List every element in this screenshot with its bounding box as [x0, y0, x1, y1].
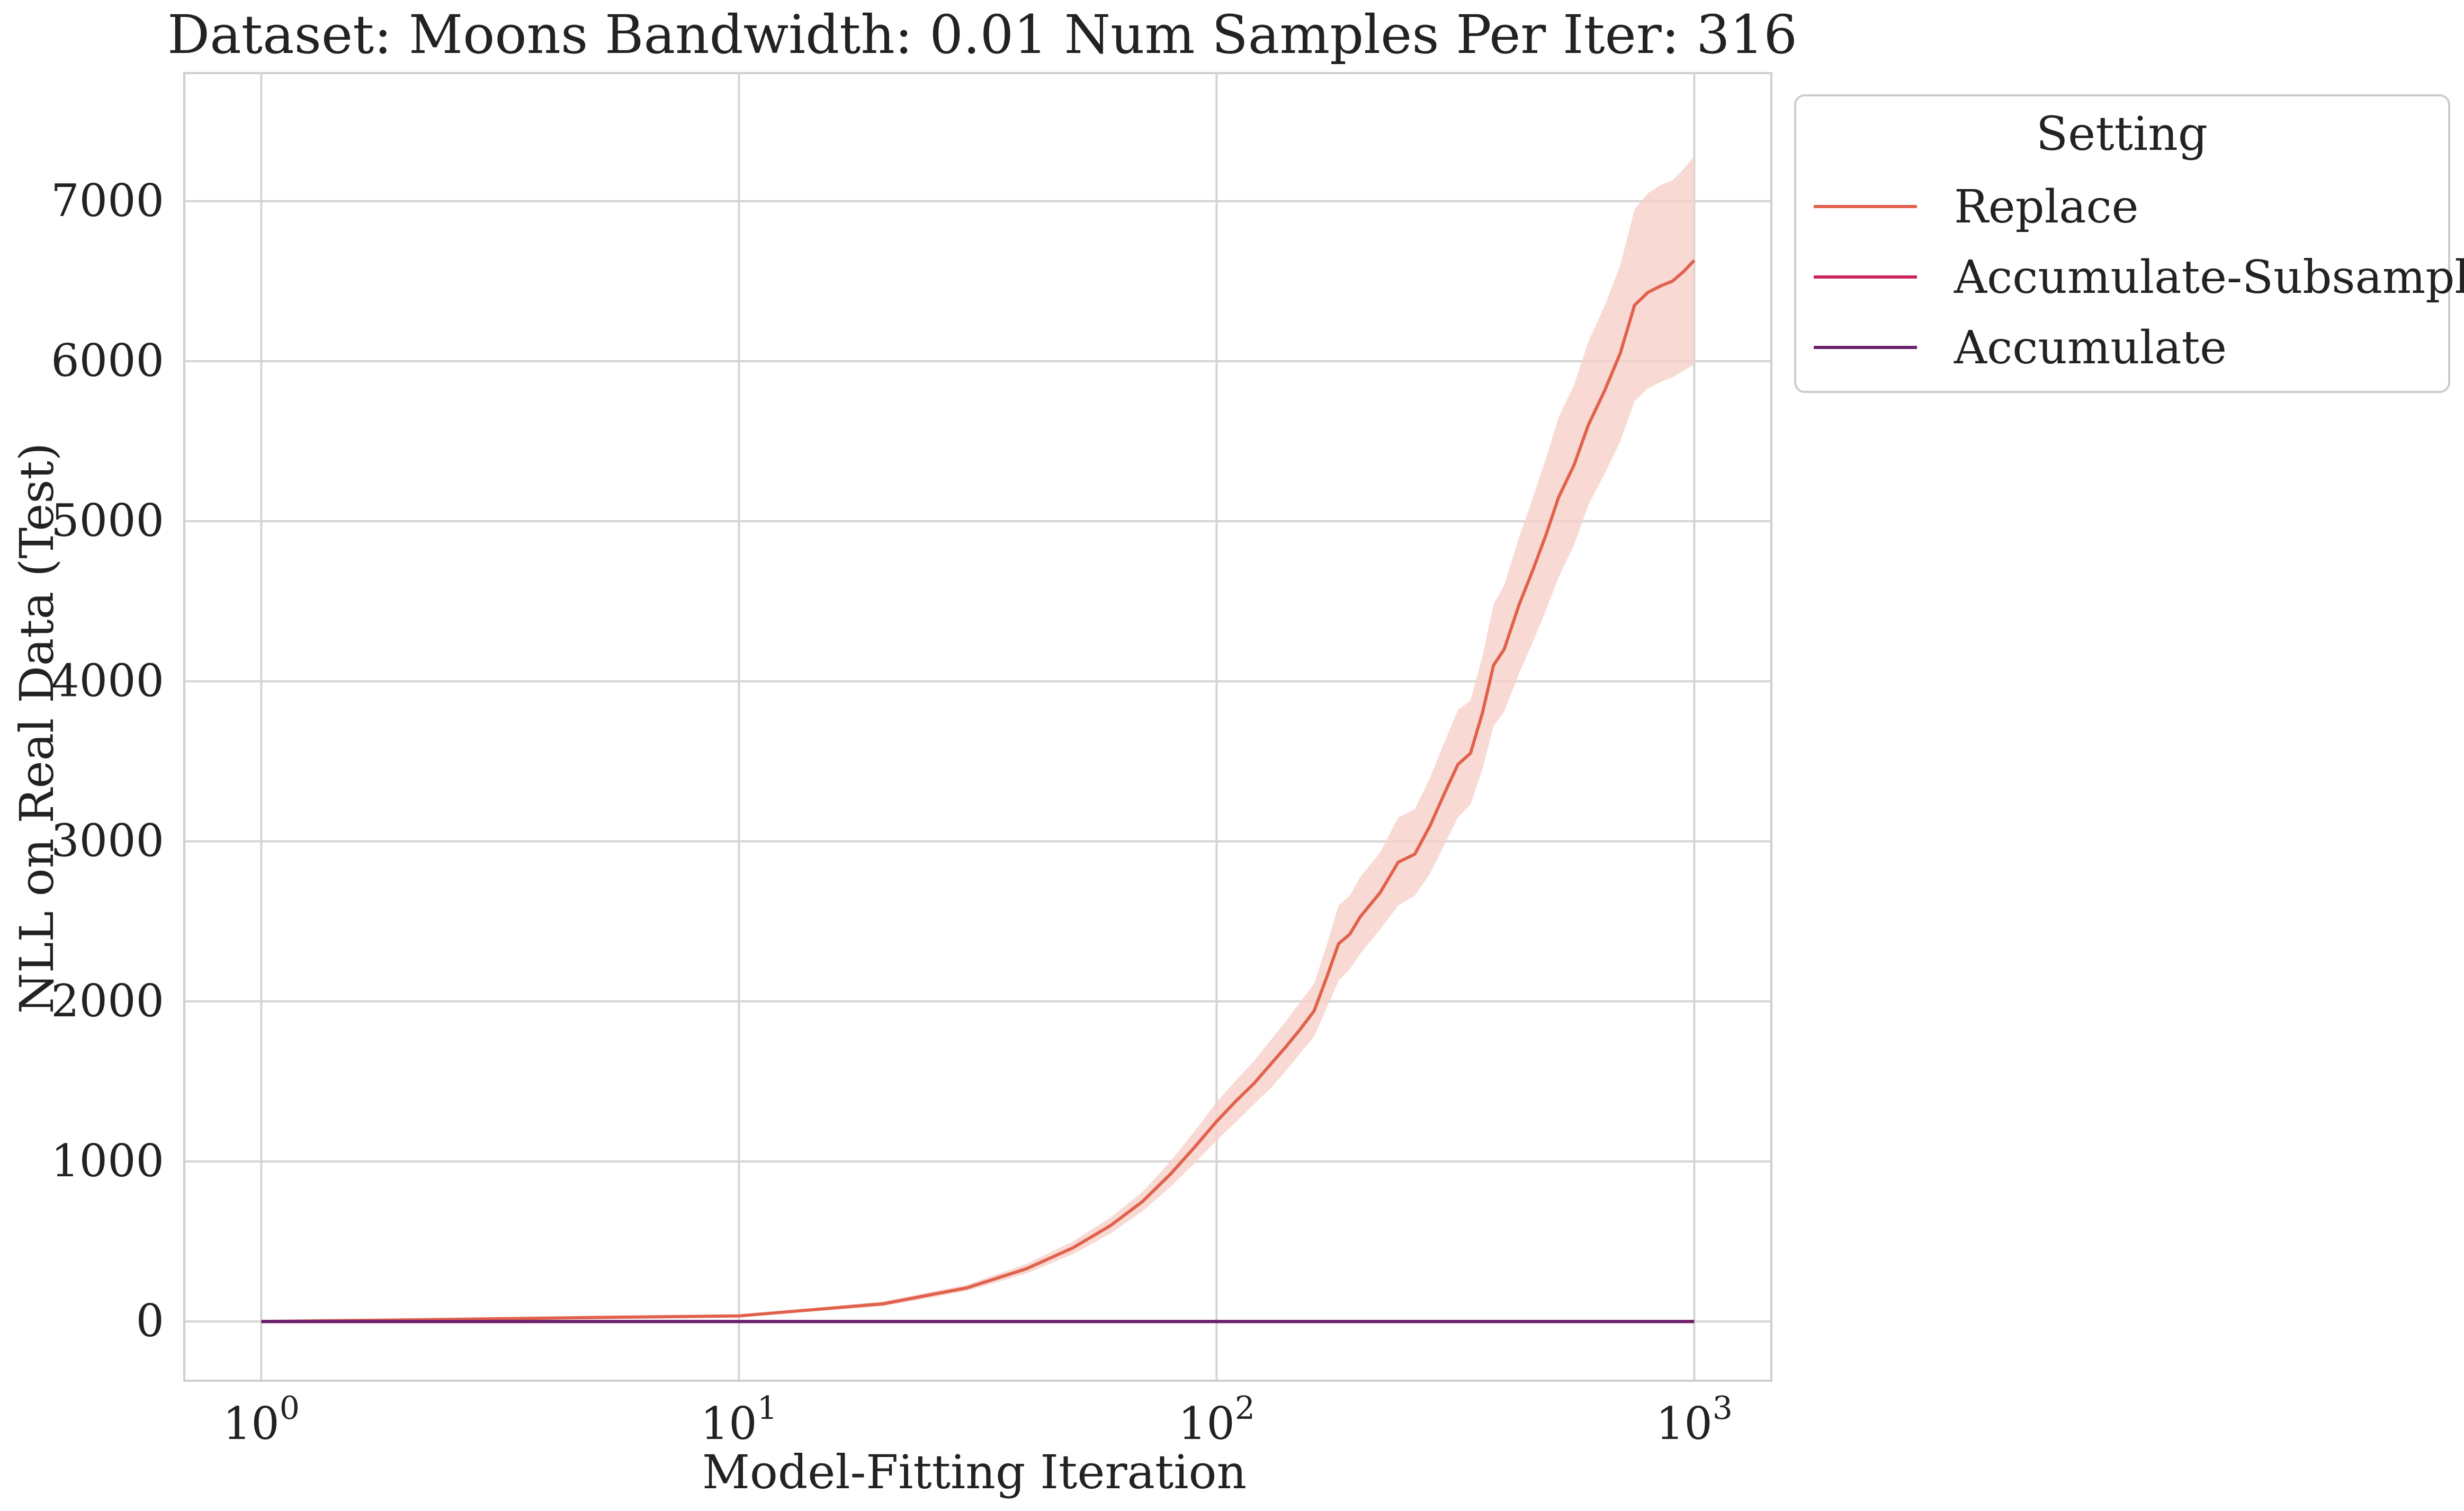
x-tick-base: 10: [223, 1398, 280, 1450]
y-tick-label: 2000: [51, 975, 164, 1027]
legend-label: Accumulate: [1954, 321, 2227, 374]
series-line: [261, 259, 1696, 1324]
x-tick-label: 103: [1656, 1390, 1733, 1450]
y-tick-label: 6000: [51, 335, 164, 387]
x-tick-base: 10: [1656, 1398, 1713, 1450]
legend-frame: [1794, 94, 2450, 393]
chart-title: Dataset: Moons Bandwidth: 0.01 Num Sampl…: [167, 4, 1797, 66]
x-tick-base: 10: [1178, 1398, 1235, 1450]
x-tick-base: 10: [701, 1398, 757, 1450]
x-tick-exponent: 2: [1235, 1390, 1255, 1427]
legend-title: Setting: [2036, 106, 2208, 161]
legend-entries: Replace Accumulate-Subsample Accumulate: [1814, 181, 2464, 374]
legend-label: Accumulate-Subsample: [1954, 251, 2464, 304]
x-tick-label: 100: [223, 1390, 300, 1450]
y-axis-label: NLL on Real Data (Test): [10, 443, 64, 1014]
series-band: [261, 156, 1695, 1322]
x-tick-exponent: 0: [280, 1390, 300, 1427]
x-tick-label: 101: [701, 1390, 777, 1450]
x-axis-label: Model-Fitting Iteration: [702, 1445, 1247, 1499]
x-tick-exponent: 3: [1713, 1390, 1733, 1427]
y-tick-label: 1000: [51, 1135, 164, 1187]
y-tick-label: 0: [136, 1295, 164, 1347]
y-tick-label: 7000: [51, 175, 164, 227]
x-tick-label: 102: [1178, 1390, 1255, 1450]
y-tick-label: 4000: [51, 655, 164, 707]
plot-frame: [183, 72, 1772, 1382]
x-tick-exponent: 1: [757, 1390, 777, 1427]
y-tick-label: 5000: [51, 495, 164, 547]
legend-label: Replace: [1954, 181, 2139, 234]
legend: Setting Replace Accumulate-Subsample Accum…: [1794, 94, 2464, 393]
y-tick-label: 3000: [51, 815, 164, 867]
